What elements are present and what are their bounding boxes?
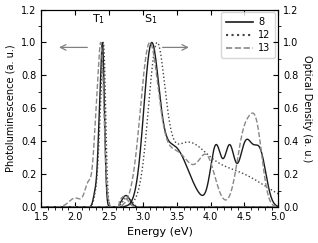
- X-axis label: Energy (eV): Energy (eV): [127, 227, 193, 237]
- Text: S$_1$: S$_1$: [144, 12, 158, 26]
- Legend: 8, 12, 13: 8, 12, 13: [221, 12, 275, 58]
- Text: T$_1$: T$_1$: [92, 12, 106, 26]
- Y-axis label: Optical Density (a. u.): Optical Density (a. u.): [302, 55, 313, 162]
- Y-axis label: Photoluminescence (a. u.): Photoluminescence (a. u.): [5, 44, 16, 172]
